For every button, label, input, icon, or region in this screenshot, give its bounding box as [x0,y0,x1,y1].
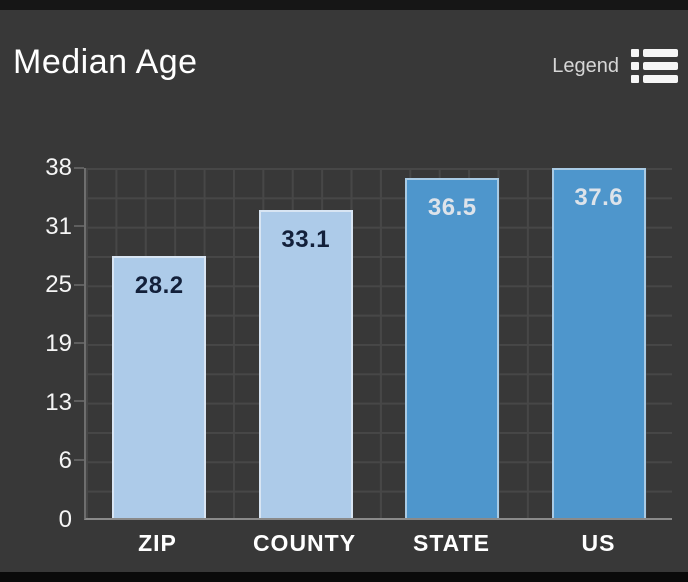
x-axis-label-zip: ZIP [138,530,177,556]
x-axis-label-county: COUNTY [252,530,357,556]
bar-column-zip: 28.2 [86,168,233,518]
y-axis-tick-label: 25 [45,271,72,299]
y-axis-tick-label: 0 [58,506,72,533]
y-axis-tick-label: 13 [45,388,72,416]
bar-value-label: 33.1 [281,225,331,253]
y-axis-tick-label: 38 [45,154,72,181]
x-axis: ZIP COUNTY STATE US [84,530,672,557]
bar-us[interactable]: 37.6 [551,168,646,518]
legend-button[interactable]: Legend [552,48,678,84]
bar-county[interactable]: 33.1 [258,209,353,518]
y-axis-tick-label: 6 [58,447,72,475]
y-axis-tick-label: 31 [45,212,72,240]
y-axis-tick-mark [74,342,84,344]
y-axis-tick-label: 19 [45,330,72,357]
bottom-strip [0,572,688,582]
y-axis-tick-mark [74,167,84,169]
y-axis: 0 6 13 19 25 31 38 [0,155,72,533]
y-axis-tick-mark [74,283,84,286]
bar-columns: 28.2 33.1 36.5 37.6 [86,168,672,518]
legend-button-label: Legend [552,54,619,77]
x-axis-label-us: US [581,530,616,556]
chart-header: Median Age Legend [0,10,688,105]
plot-area: 28.2 33.1 36.5 37.6 [74,167,672,520]
bar-state[interactable]: 36.5 [405,178,500,518]
bar-value-label: 36.5 [427,194,477,222]
bar-value-label: 37.6 [574,184,624,211]
bar-column-us: 37.6 [526,168,673,518]
y-axis-tick-mark [74,458,84,461]
bar-column-state: 36.5 [379,168,526,518]
x-axis-label-state: STATE [413,530,490,556]
y-axis-tick-mark [74,400,84,403]
y-axis-tick-mark [74,225,84,228]
bar-column-county: 33.1 [233,168,380,518]
bar-value-label: 28.2 [134,271,184,299]
bar-zip[interactable]: 28.2 [112,255,207,518]
top-strip [0,0,688,10]
page-title: Median Age [13,43,198,81]
legend-list-icon [631,49,678,83]
